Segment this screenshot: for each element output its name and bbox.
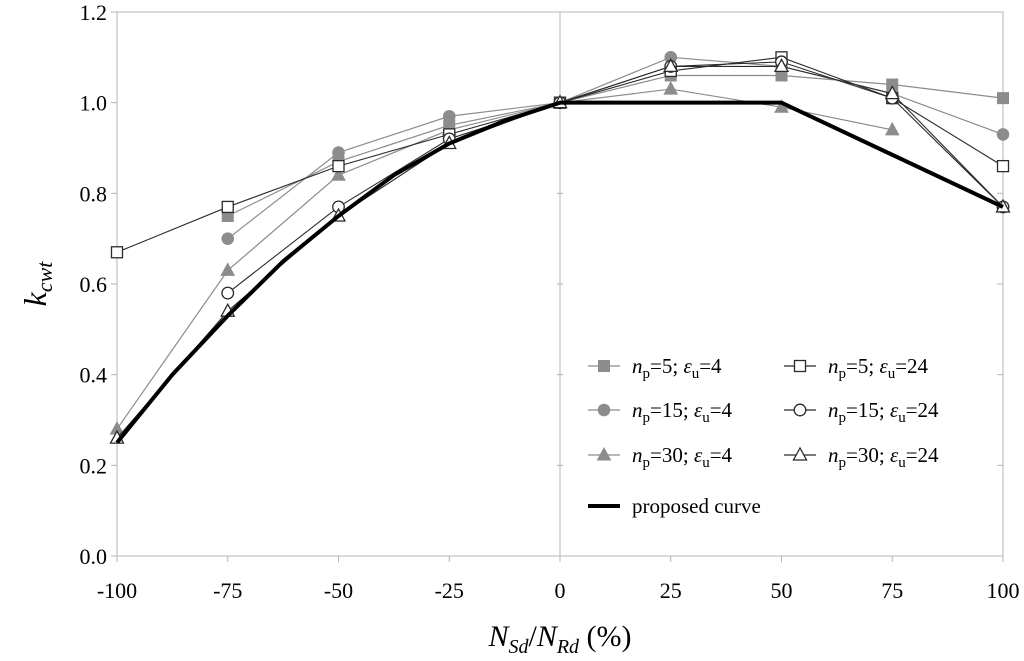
x-tick-label: 25 xyxy=(660,578,682,603)
x-label-n: N xyxy=(487,620,510,653)
square-marker-icon xyxy=(793,359,807,373)
y-axis-label: kcwt xyxy=(17,261,57,307)
legend-label: np=30; εu=24 xyxy=(828,443,939,471)
x-label-n2: N xyxy=(536,620,559,653)
data-point xyxy=(884,121,900,136)
legend-entry-5: np=15; εu=24 xyxy=(784,398,939,426)
data-point xyxy=(663,58,679,73)
legend-entry-proposed: proposed curve xyxy=(588,494,761,518)
x-tick-label: -100 xyxy=(97,578,137,603)
y-tick-label: 1.2 xyxy=(80,0,108,25)
proposed-curve-line xyxy=(115,100,1004,444)
triangle-marker-icon xyxy=(792,446,808,461)
x-label-sub-sd: Sd xyxy=(508,636,529,658)
x-tick-label: -75 xyxy=(213,578,242,603)
x-axis-label: NSd/NRd (%) xyxy=(487,620,631,658)
legend-entry-3: np=30; εu=4 xyxy=(588,443,733,471)
data-point xyxy=(332,159,345,173)
x-label-unit: (%) xyxy=(579,620,631,653)
series-3 xyxy=(109,81,900,435)
legend-label-proposed: proposed curve xyxy=(632,494,761,518)
y-tick-label: 0.4 xyxy=(80,363,108,388)
x-tick-label: 50 xyxy=(771,578,793,603)
y-tick-label: 0.8 xyxy=(80,181,108,206)
y-tick-label: 0.2 xyxy=(80,453,108,478)
y-tick-label: 1.0 xyxy=(80,91,108,116)
data-point xyxy=(220,262,236,276)
legend: np=5; εu=4 np=15; εu=4 np=30; εu=4 np=5; εu… xyxy=(588,354,939,518)
legend-entry-6: np=30; εu=24 xyxy=(784,443,939,471)
legend-label: np=30; εu=4 xyxy=(632,443,733,471)
data-point xyxy=(221,200,234,214)
data-point xyxy=(221,232,235,245)
y-tick-label: 0.6 xyxy=(80,272,108,297)
x-tick-label: -50 xyxy=(324,578,353,603)
x-tick-label: 75 xyxy=(881,578,903,603)
data-point xyxy=(332,146,345,159)
series-layer xyxy=(109,51,1011,444)
square-marker-icon xyxy=(598,360,610,372)
legend-entry-2: np=15; εu=4 xyxy=(588,398,733,426)
legend-entry-1: np=5; εu=4 xyxy=(588,354,722,382)
y-label-k: k xyxy=(17,291,53,306)
data-point xyxy=(110,246,124,259)
legend-label: np=5; εu=24 xyxy=(828,354,929,382)
data-point xyxy=(442,109,456,123)
data-point xyxy=(996,128,1010,141)
x-tick-label: 0 xyxy=(555,578,566,603)
data-point xyxy=(884,85,900,100)
legend-entry-4: np=5; εu=24 xyxy=(784,354,929,382)
series-line xyxy=(116,88,893,430)
data-point xyxy=(663,81,679,95)
y-label-sub: cwt xyxy=(32,261,57,292)
data-point xyxy=(997,92,1009,105)
x-label-slash: / xyxy=(528,620,537,653)
data-point xyxy=(996,159,1010,173)
data-point xyxy=(773,58,790,73)
circle-marker-icon xyxy=(597,403,611,417)
y-tick-label: 0.0 xyxy=(80,544,108,569)
x-label-sub-rd: Rd xyxy=(556,636,580,658)
triangle-marker-icon xyxy=(596,446,612,461)
circle-marker-icon xyxy=(793,403,807,417)
x-tick-label: 100 xyxy=(987,578,1020,603)
axes: 0.0 0.2 0.4 0.6 0.8 1.0 1.2 -100 -75 -50 -25 0 25 50 7… xyxy=(80,0,1020,603)
legend-label: np=15; εu=24 xyxy=(828,398,939,426)
data-point xyxy=(221,286,235,300)
x-tick-label: -25 xyxy=(435,578,464,603)
data-point xyxy=(331,167,346,181)
legend-label: np=5; εu=4 xyxy=(632,354,722,382)
series-line xyxy=(227,74,1004,217)
legend-label: np=15; εu=4 xyxy=(632,398,733,426)
